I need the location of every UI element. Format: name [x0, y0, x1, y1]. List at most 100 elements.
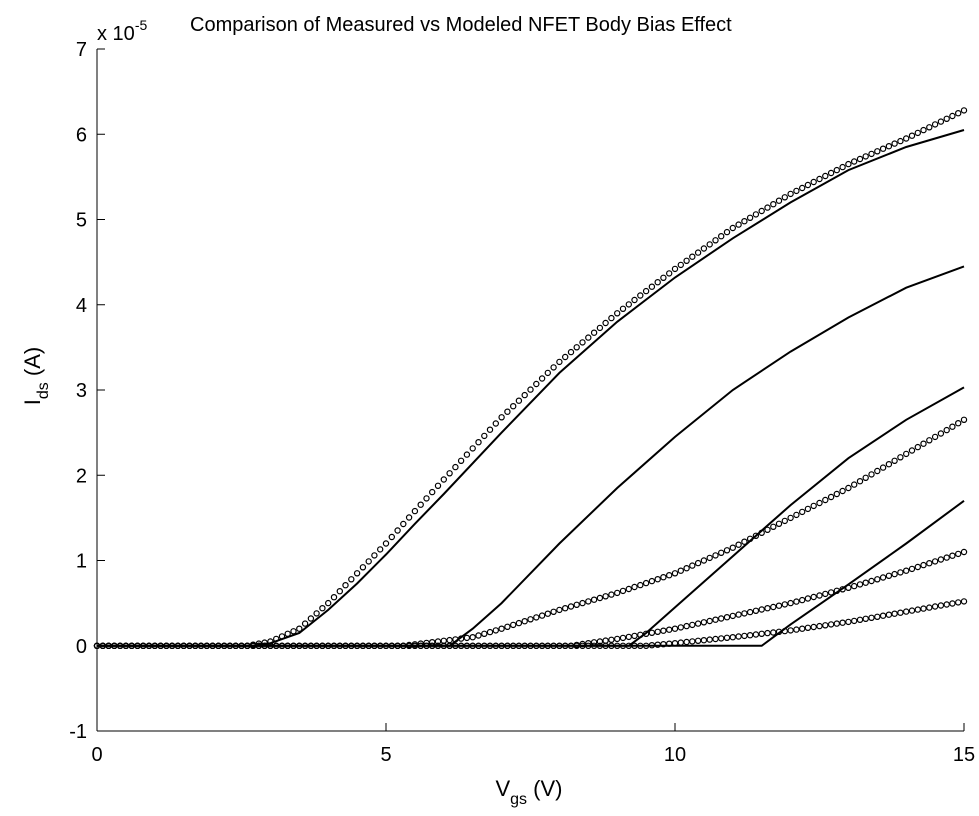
series-marker — [874, 613, 881, 621]
series-marker — [937, 118, 945, 125]
series-marker — [718, 549, 725, 557]
series-marker — [851, 617, 858, 625]
series-marker — [908, 132, 916, 139]
series-marker — [833, 490, 841, 498]
series-marker — [689, 562, 696, 569]
series-marker — [556, 358, 563, 366]
series-marker — [914, 443, 922, 451]
series-marker — [619, 305, 627, 312]
series-marker — [313, 610, 320, 617]
series-marker — [718, 635, 725, 642]
series-marker — [729, 224, 737, 232]
series-marker — [671, 640, 679, 647]
series-marker — [475, 632, 482, 639]
series-marker — [388, 642, 395, 650]
series-marker — [862, 615, 869, 623]
series-marker — [139, 642, 147, 650]
series-marker — [770, 523, 777, 531]
series-marker — [770, 200, 777, 208]
series-marker — [463, 451, 471, 458]
series-marker — [764, 629, 771, 637]
series-marker — [804, 505, 812, 513]
series-marker — [625, 301, 633, 308]
series-marker — [764, 526, 771, 534]
series-marker — [816, 175, 823, 183]
axis-multiplier: x 10-5 — [97, 17, 147, 45]
multiplier-base: x 10 — [97, 23, 135, 45]
series-marker — [908, 607, 916, 614]
series-marker — [365, 558, 372, 565]
series-marker — [903, 567, 910, 574]
series-marker — [758, 207, 765, 215]
series-marker — [955, 599, 962, 606]
series-3 — [97, 265, 965, 647]
series-marker — [596, 594, 604, 602]
series-marker — [694, 249, 702, 256]
series-marker — [949, 112, 956, 120]
series-marker — [342, 582, 349, 589]
series-marker — [891, 570, 898, 578]
series-marker — [267, 642, 274, 650]
series-marker — [793, 626, 800, 633]
series-marker — [868, 577, 875, 585]
series-marker — [955, 550, 962, 558]
series-marker — [723, 228, 731, 236]
series-marker — [238, 642, 245, 650]
x-tick-label: 10 — [664, 744, 686, 766]
series-marker — [475, 439, 482, 446]
y-tick-label: 4 — [76, 295, 87, 317]
series-marker — [411, 507, 419, 515]
series-marker — [666, 626, 673, 633]
series-marker — [781, 517, 789, 525]
series-2 — [97, 129, 965, 647]
series-marker — [359, 564, 367, 571]
series-marker — [579, 599, 586, 607]
series-marker — [463, 634, 471, 642]
series-marker — [515, 397, 523, 404]
y-tick-label: -1 — [69, 721, 87, 743]
series-marker — [955, 420, 962, 427]
series-marker — [931, 603, 939, 610]
series-marker — [590, 329, 598, 336]
series-marker — [683, 565, 690, 572]
series-marker — [741, 538, 748, 545]
series-marker — [463, 642, 471, 650]
series-marker — [400, 520, 407, 528]
series-marker — [712, 552, 719, 559]
series-marker — [197, 642, 205, 650]
series-marker — [631, 583, 638, 591]
series-marker — [307, 615, 315, 622]
series-marker — [833, 620, 841, 627]
series-marker — [411, 642, 419, 650]
series-marker — [799, 184, 806, 192]
series-marker — [244, 642, 251, 650]
series-marker — [908, 565, 916, 573]
series-marker — [851, 158, 858, 165]
series-marker — [931, 433, 939, 441]
series-7 — [97, 499, 965, 647]
series-marker — [457, 635, 465, 642]
y-axis-label-sub: ds — [35, 382, 52, 399]
series-marker — [694, 620, 702, 627]
series-marker — [960, 416, 968, 423]
series-marker — [752, 631, 760, 638]
series-marker — [920, 126, 927, 134]
series-marker — [758, 606, 765, 613]
series-line — [97, 499, 965, 647]
series-marker — [562, 605, 569, 612]
series-marker — [764, 204, 771, 211]
series-marker — [301, 620, 309, 627]
series-marker — [405, 514, 413, 521]
series-marker — [434, 638, 442, 645]
series-marker — [504, 642, 511, 650]
multiplier-exponent: -5 — [135, 17, 148, 33]
x-axis-label-unit: (V) — [527, 776, 562, 801]
series-marker — [573, 344, 580, 351]
series-marker — [897, 569, 904, 576]
series-marker — [943, 426, 950, 434]
series-marker — [799, 625, 806, 632]
series-marker — [856, 616, 864, 624]
series-marker — [533, 380, 540, 388]
series-marker — [920, 440, 927, 447]
series-marker — [891, 140, 898, 147]
